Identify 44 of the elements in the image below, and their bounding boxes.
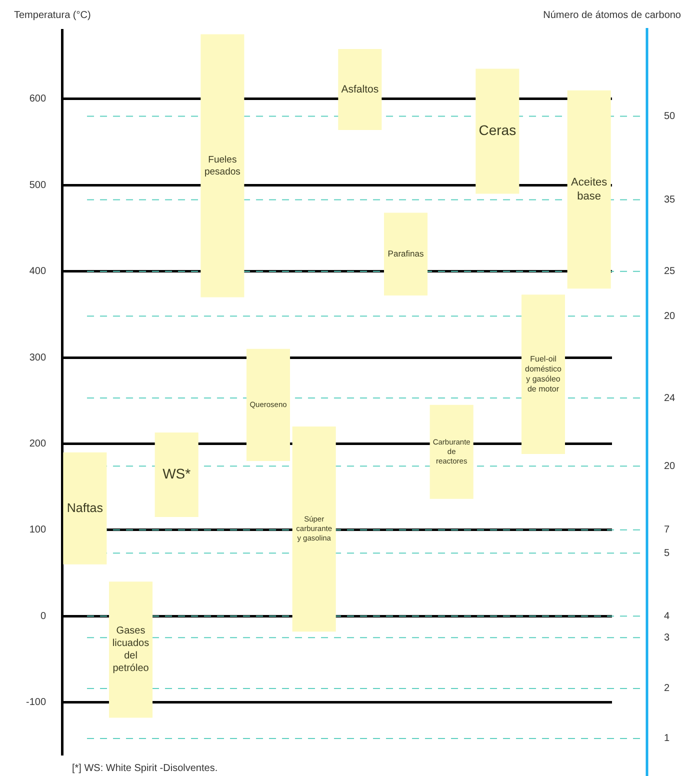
bar: [476, 68, 520, 194]
bar: [200, 34, 244, 298]
text: 20: [664, 460, 676, 472]
y-tick-label: 600: [29, 94, 46, 105]
x-tick-label: Fuel-oil doméstico y gasóleo de motor: [525, 354, 562, 394]
text: [*] WS: White Spirit -Disolventes.: [72, 763, 218, 774]
x-tick-label: Asfaltos: [341, 83, 379, 96]
x-tick-label: Gases licuados del petróleo: [112, 626, 150, 674]
y-tick-label: 400: [29, 266, 46, 278]
text: 24: [664, 392, 676, 404]
y-tick-label: 200: [29, 438, 46, 450]
bar: [338, 48, 382, 130]
bar: [521, 294, 566, 454]
bar: [108, 582, 153, 718]
y-tick-label: 0: [40, 610, 46, 622]
y-tick-label: 500: [29, 180, 46, 191]
y-axis-title: Temperatura (°C): [14, 10, 91, 21]
text: 25: [664, 266, 676, 278]
y-tick-label: -100: [26, 697, 46, 708]
text: 20: [664, 310, 676, 322]
bar: [567, 90, 611, 289]
x-tick-label: Fueles pesados: [204, 154, 241, 178]
bar: [384, 212, 428, 296]
y-tick-label: 300: [29, 352, 46, 364]
bar: [292, 426, 336, 632]
bar: [63, 452, 107, 564]
bar: [246, 348, 290, 461]
text: 5: [664, 548, 670, 559]
text: 50: [664, 110, 676, 122]
x-tick-label: WS*: [162, 466, 192, 482]
text: 4: [664, 610, 670, 622]
text: 2: [664, 683, 670, 694]
text: 35: [664, 194, 676, 206]
x-tick-label: Aceites base: [571, 176, 608, 202]
bar: [430, 404, 474, 499]
text: 3: [664, 632, 670, 644]
x-tick-label: Naftas: [66, 500, 103, 515]
x-tick-label: Ceras: [478, 122, 516, 138]
y-tick-label: 100: [29, 524, 46, 536]
x-tick-label: Parafinas: [388, 248, 424, 258]
y2-axis-title: Número de átomos de carbono: [543, 10, 681, 21]
text: 1: [664, 733, 670, 744]
text: 7: [664, 524, 670, 536]
bar: [154, 432, 198, 517]
